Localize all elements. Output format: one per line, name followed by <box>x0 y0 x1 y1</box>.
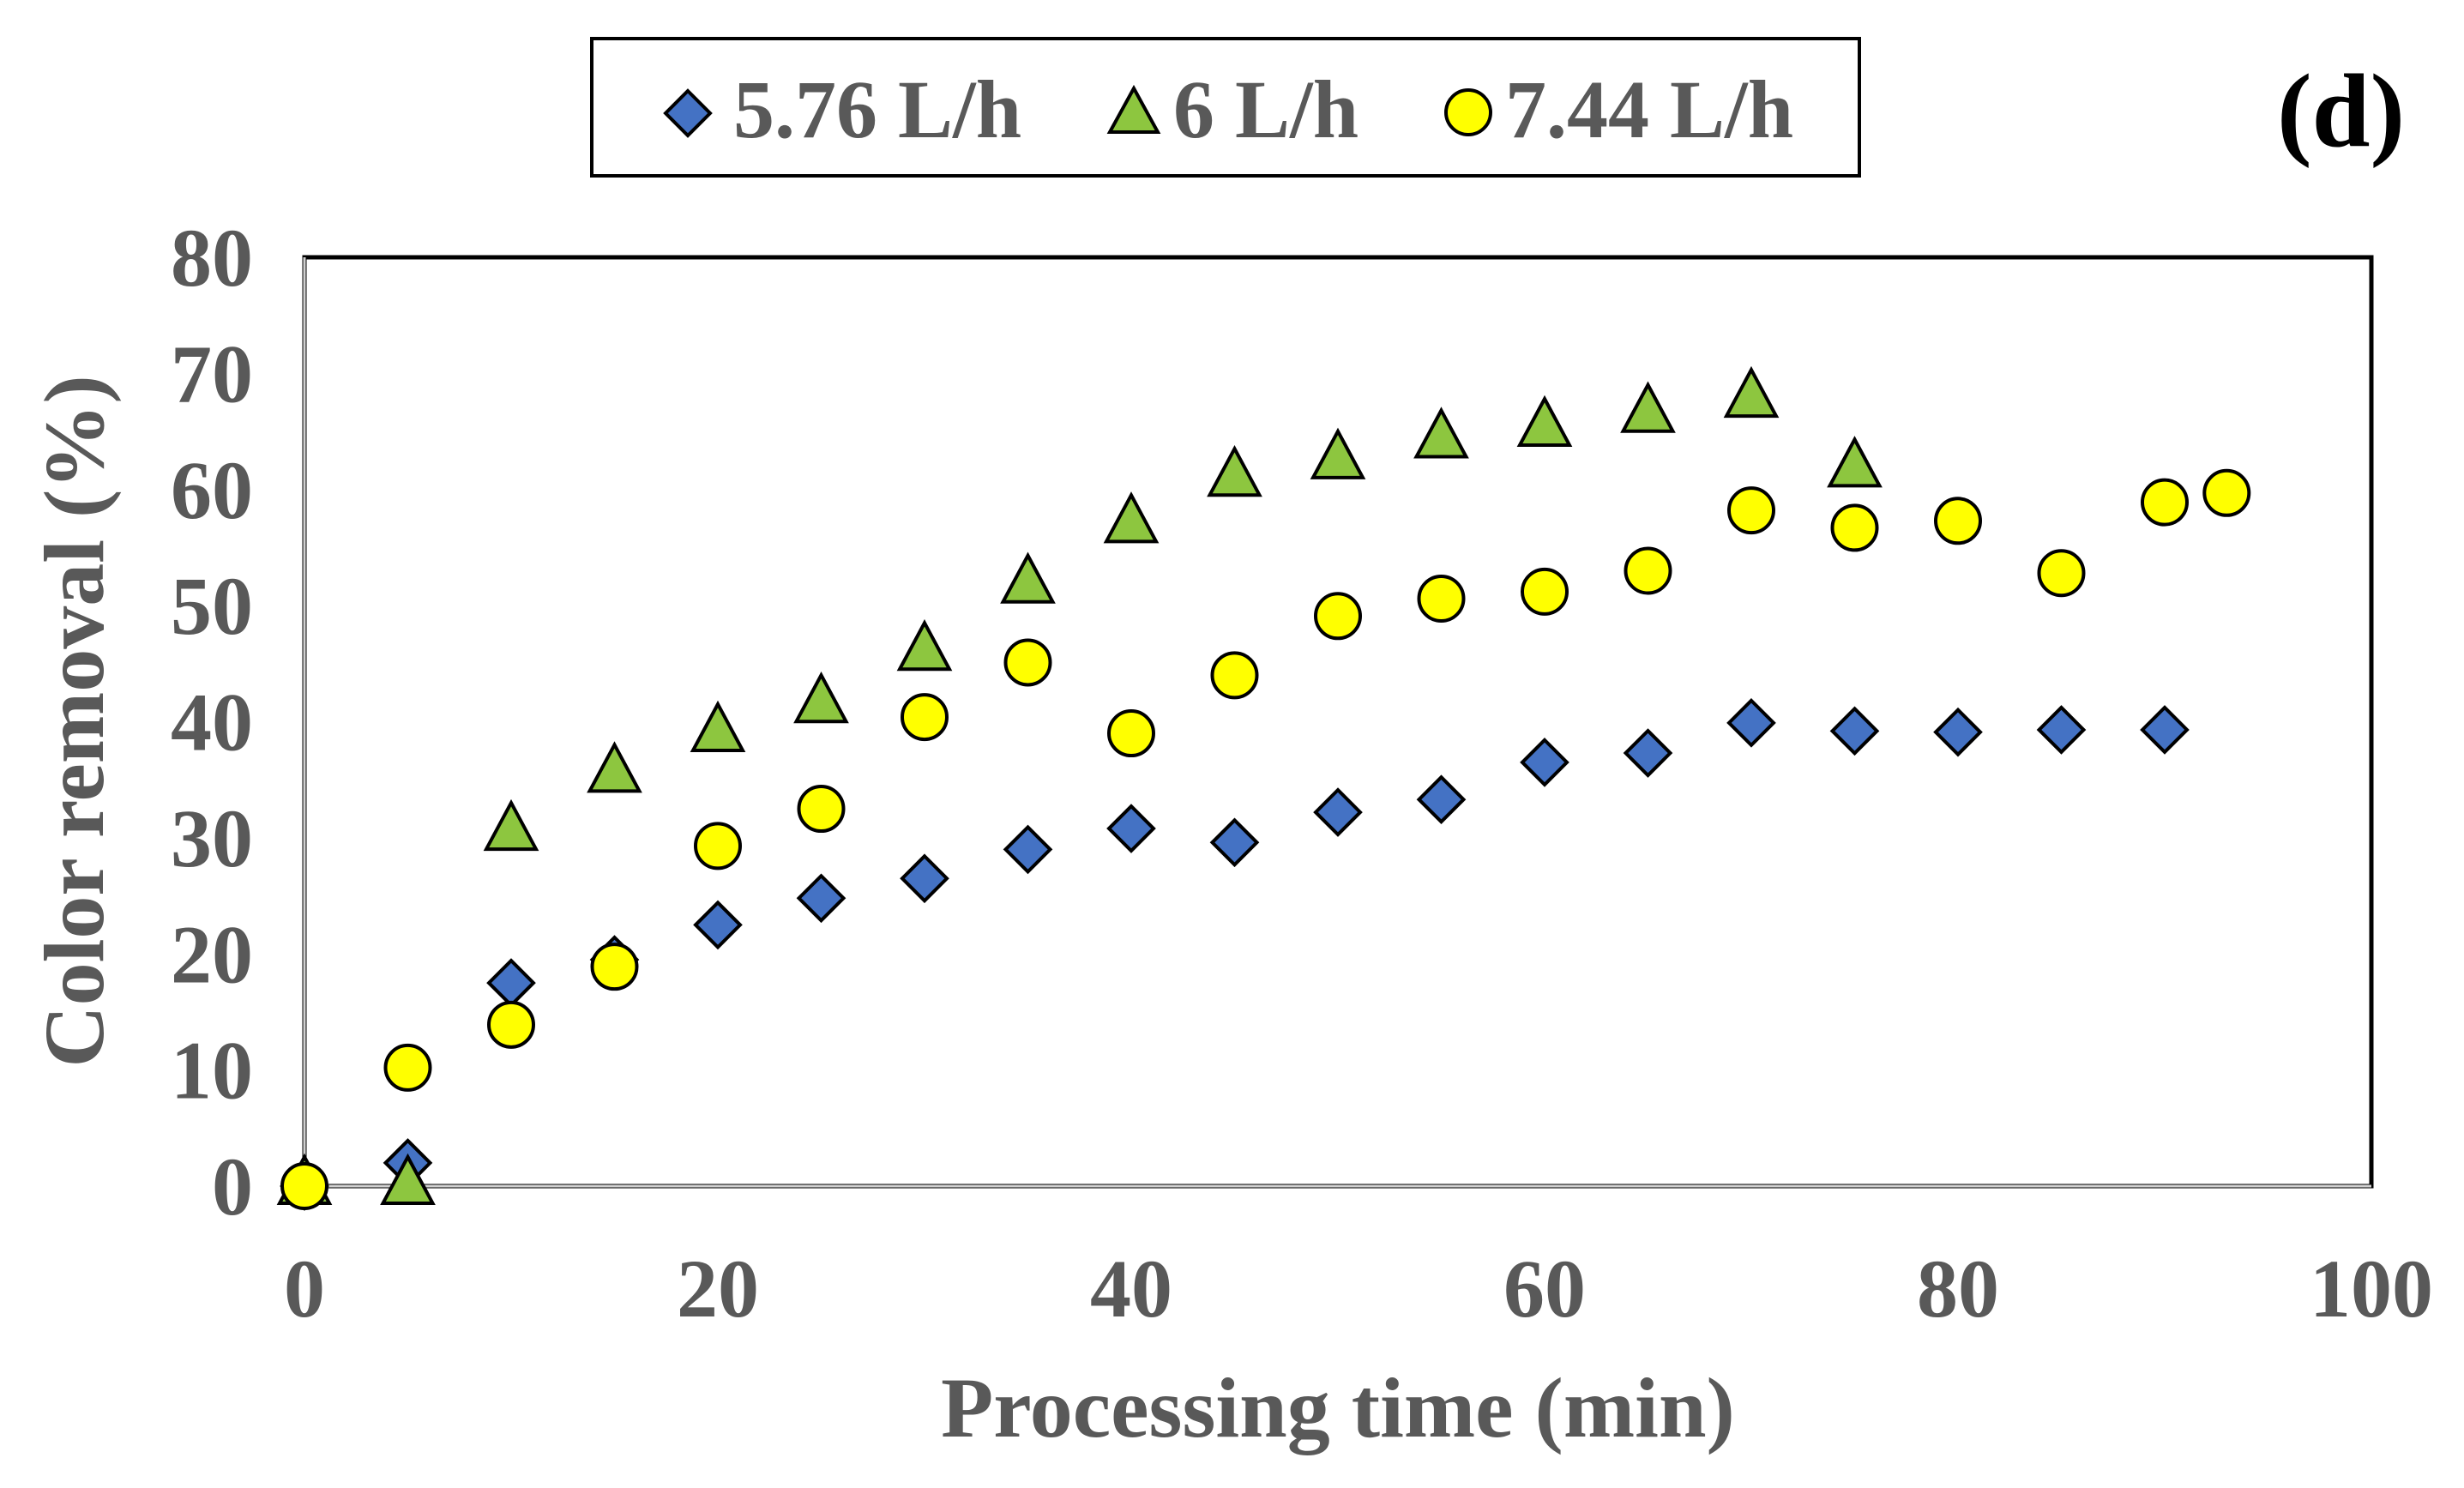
y-tick-label: 0 <box>212 1141 253 1232</box>
data-point-diamond <box>693 900 743 950</box>
data-point-circle <box>590 943 639 991</box>
data-point-circle <box>1624 546 1672 595</box>
legend-entry-series-2: 6 L/h <box>1106 63 1359 155</box>
data-point-circle <box>1521 567 1569 616</box>
legend-label-series-3: 7.44 L/h <box>1505 63 1793 155</box>
data-point-triangle <box>380 1153 436 1205</box>
y-axis-title: Color removal (%) <box>27 375 122 1067</box>
data-point-diamond <box>1416 774 1467 825</box>
data-point-diamond <box>1106 804 1156 853</box>
x-axis-title: Processing time (min) <box>941 1360 1735 1455</box>
data-point-circle <box>901 693 949 742</box>
data-point-diamond <box>1933 707 1983 757</box>
y-tick-label: 40 <box>171 677 253 768</box>
y-tick-label: 50 <box>171 560 253 652</box>
data-point-triangle <box>793 671 849 724</box>
data-point-diamond <box>1313 787 1363 837</box>
data-point-triangle <box>587 741 642 793</box>
y-axis-ticks: 0 10 20 30 40 50 60 70 80 <box>171 212 253 1232</box>
x-axis-ticks: 0 20 40 60 80 100 <box>284 1243 2433 1334</box>
data-point-diamond <box>1726 698 1776 748</box>
data-point-diamond <box>1623 728 1673 778</box>
data-point-circle <box>797 785 846 834</box>
data-point-diamond <box>900 853 949 904</box>
data-point-triangle <box>1723 365 1780 419</box>
legend-label-series-1: 5.76 L/h <box>733 63 1021 155</box>
y-tick-label: 70 <box>171 328 253 419</box>
data-point-diamond <box>1209 817 1260 868</box>
data-point-circle <box>1210 651 1259 700</box>
data-point-circle <box>1417 575 1466 624</box>
data-point-triangle <box>483 798 539 852</box>
y-tick-label: 10 <box>171 1025 253 1117</box>
x-tick-label: 80 <box>1917 1243 1999 1334</box>
data-point-circle <box>1003 638 1052 687</box>
data-point-triangle <box>1620 381 1676 433</box>
data-point-circle <box>694 822 742 871</box>
data-point-triangle <box>1827 436 1883 488</box>
data-point-triangle <box>690 700 746 753</box>
y-tick-label: 80 <box>171 212 253 304</box>
data-point-circle <box>1934 497 1982 545</box>
data-point-triangle <box>896 619 953 672</box>
data-point-triangle <box>1413 407 1469 459</box>
series-circle-points <box>280 468 2251 1210</box>
panel-label: (d) <box>2277 53 2405 169</box>
x-tick-label: 40 <box>1090 1243 1172 1334</box>
legend-box <box>590 37 1861 178</box>
data-point-circle <box>1830 503 1879 552</box>
y-tick-label: 30 <box>171 792 253 884</box>
data-point-circle <box>2202 468 2251 517</box>
data-point-diamond <box>1003 824 1053 875</box>
data-point-circle <box>2141 478 2189 527</box>
legend-marker-diamond <box>663 88 713 138</box>
x-tick-label: 20 <box>677 1243 759 1334</box>
data-point-diamond <box>796 873 846 924</box>
x-tick-label: 60 <box>1503 1243 1586 1334</box>
data-point-circle <box>280 1162 328 1210</box>
data-point-triangle <box>1310 427 1366 479</box>
data-point-circle <box>383 1043 432 1092</box>
data-point-diamond <box>2036 705 2087 755</box>
data-point-circle <box>487 1000 535 1049</box>
data-point-triangle <box>1516 395 1573 448</box>
y-tick-label: 20 <box>171 908 253 1000</box>
data-point-triangle <box>1207 444 1262 497</box>
legend-entry-series-1: 5.76 L/h <box>663 63 1021 155</box>
data-point-diamond <box>1520 738 1569 787</box>
x-tick-label: 0 <box>284 1243 325 1334</box>
data-markers <box>276 365 2251 1211</box>
data-point-diamond <box>2140 705 2190 755</box>
data-point-circle <box>1107 709 1155 758</box>
legend-marker-triangle <box>1106 84 1161 134</box>
x-tick-label: 100 <box>2310 1243 2433 1334</box>
data-point-triangle <box>1000 551 1056 604</box>
data-point-circle <box>2037 549 2086 598</box>
legend-marker-circle <box>1444 88 1492 136</box>
data-point-circle <box>1727 486 1775 535</box>
plot-area <box>302 255 2374 1189</box>
data-point-diamond <box>1829 706 1880 756</box>
legend-label-series-2: 6 L/h <box>1173 63 1359 155</box>
legend-entry-series-3: 7.44 L/h <box>1444 63 1793 155</box>
data-point-circle <box>1314 592 1362 641</box>
legend: 5.76 L/h 6 L/h 7.44 L/h <box>590 37 1861 178</box>
data-point-triangle <box>1103 491 1160 544</box>
y-tick-label: 60 <box>171 444 253 536</box>
